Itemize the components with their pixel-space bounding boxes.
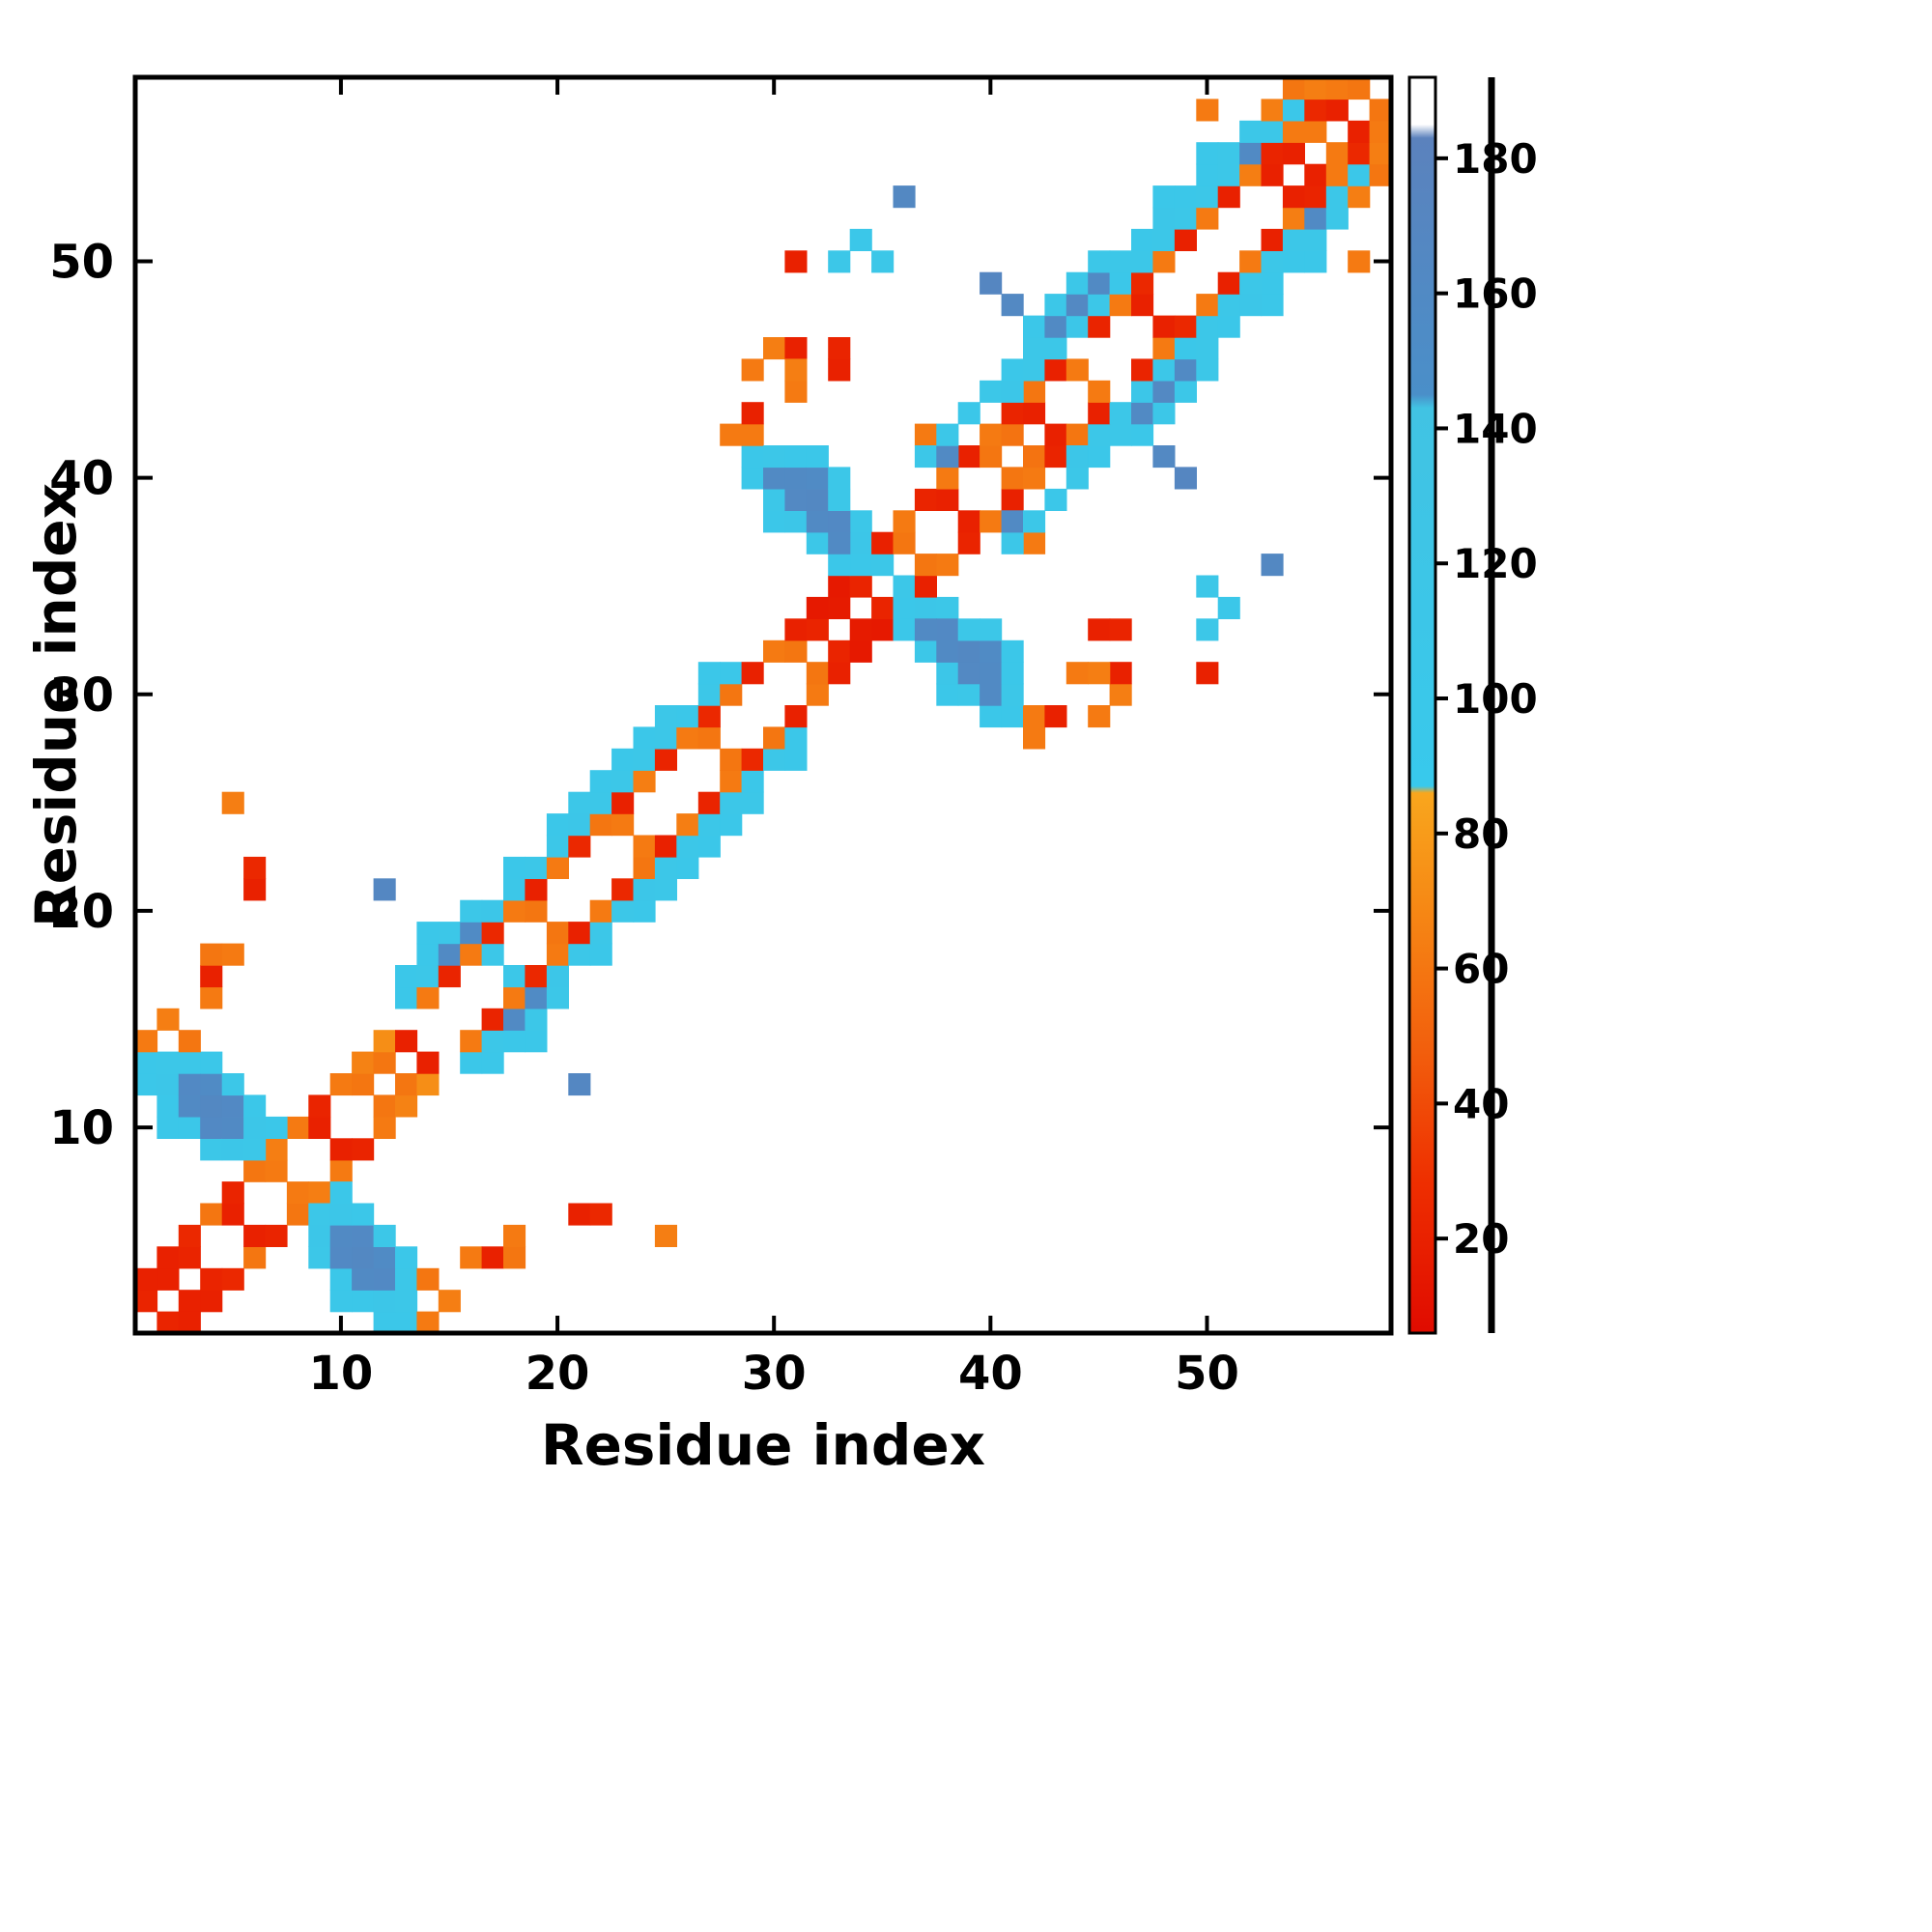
colorbar-tick-label: 180 [1453,135,1538,183]
plot-frame [132,74,1394,1336]
colorbar [1409,77,1435,1333]
x-tick-label: 50 [1175,1347,1239,1401]
y-tick-label: 50 [49,236,114,290]
colorbar-tick-label: 100 [1453,675,1538,723]
colorbar-tick-labels: 20 40 60 80 100 120 140 160 180 [1453,135,1538,1263]
colorbar-tick-label: 20 [1453,1215,1509,1263]
axis-tick-labels: 10 20 30 40 50 10 20 30 40 50 [49,236,1239,1401]
x-tick-label: 20 [526,1347,590,1401]
colorbar-ticks [1435,156,1448,1241]
y-axis-title: Residue index [23,482,89,928]
x-axis-title: Residue index [540,1412,986,1478]
colorbar-tick-label: 140 [1453,405,1538,452]
x-tick-label: 40 [958,1347,1023,1401]
colorbar-tick-label: 120 [1453,540,1538,587]
y-tick-label: 10 [49,1101,114,1155]
colorbar-frame [1407,75,1437,1335]
y-tick-label: 30 [49,668,114,723]
colorbar-tick-label: 40 [1453,1080,1509,1127]
x-tick-label: 30 [742,1347,807,1401]
heatmap-cells [135,77,1392,1334]
y-tick-label: 40 [49,452,114,506]
y-tick-label: 20 [49,885,114,939]
x-tick-label: 10 [309,1347,374,1401]
axis-ticks [135,77,1391,1333]
colorbar-tick-label: 60 [1453,946,1509,993]
colorbar-tick-label: 80 [1453,810,1509,858]
colorbar-tick-label: 160 [1453,270,1538,318]
